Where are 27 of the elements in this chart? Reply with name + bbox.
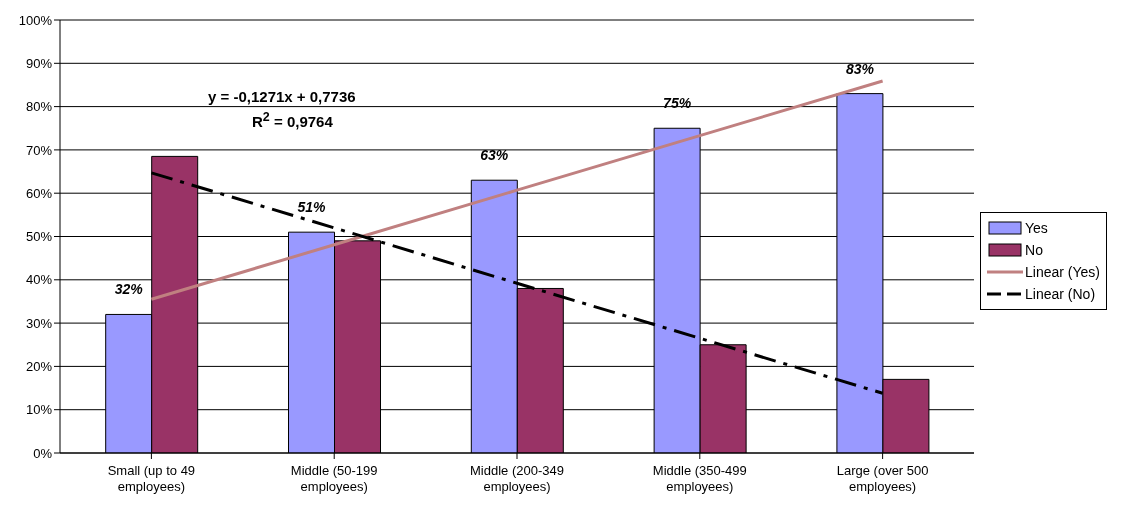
x-tick-label: Middle (350-499 employees) xyxy=(652,463,747,494)
x-tick-label: Middle (50-199 employees) xyxy=(290,463,378,494)
y-tick-label: 60% xyxy=(25,185,53,201)
x-tick-label: Middle (200-349 employees) xyxy=(470,463,564,494)
y-tick-label: 50% xyxy=(25,229,53,245)
y-tick-label: 20% xyxy=(25,359,53,375)
data-label: 63% xyxy=(480,147,509,164)
y-tick-label: 30% xyxy=(25,315,53,331)
y-tick-label: 40% xyxy=(25,272,53,288)
annotation-text: R$^{2}$ = 0,9764 xyxy=(252,110,333,130)
y-tick-label: 90% xyxy=(25,55,53,71)
legend-label: Linear (No) xyxy=(1025,285,1096,302)
y-tick-label: 0% xyxy=(33,445,53,461)
y-tick-label: 70% xyxy=(25,142,53,158)
data-label: 32% xyxy=(114,281,144,298)
legend-label: Yes xyxy=(1025,219,1048,236)
y-tick-label: 100% xyxy=(18,12,53,28)
data-label: 83% xyxy=(845,60,875,77)
y-tick-label: 80% xyxy=(25,99,53,115)
legend-label: No xyxy=(1025,241,1043,258)
annotation-text: y = -0,1271x + 0,7736 xyxy=(208,88,356,105)
data-label: 51% xyxy=(297,199,327,216)
y-tick-label: 10% xyxy=(25,402,53,418)
x-tick-label: Small (up to 49 employees) xyxy=(107,463,196,494)
legend-label: Linear (Yes) xyxy=(1025,263,1100,280)
line-series xyxy=(149,79,885,301)
x-tick-label: Large (over 500 employees) xyxy=(836,463,929,494)
